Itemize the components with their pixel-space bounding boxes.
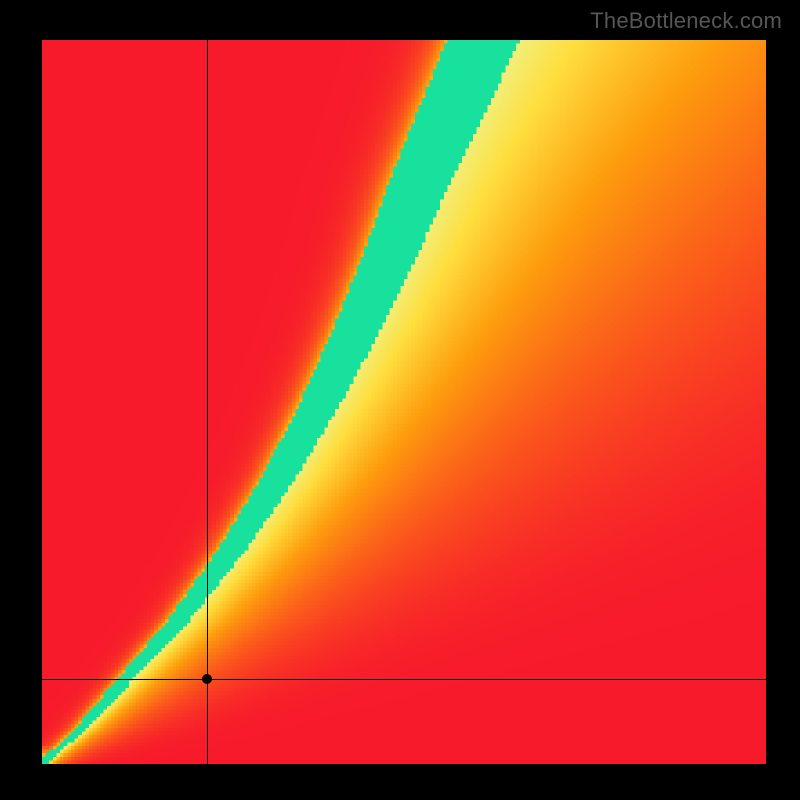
watermark-text: TheBottleneck.com	[590, 8, 782, 34]
crosshair-vertical	[207, 40, 208, 764]
bottleneck-heatmap	[42, 40, 766, 764]
crosshair-point	[202, 674, 212, 684]
crosshair-horizontal	[42, 679, 766, 680]
chart-container: { "type": "heatmap", "watermark": { "tex…	[0, 0, 800, 800]
